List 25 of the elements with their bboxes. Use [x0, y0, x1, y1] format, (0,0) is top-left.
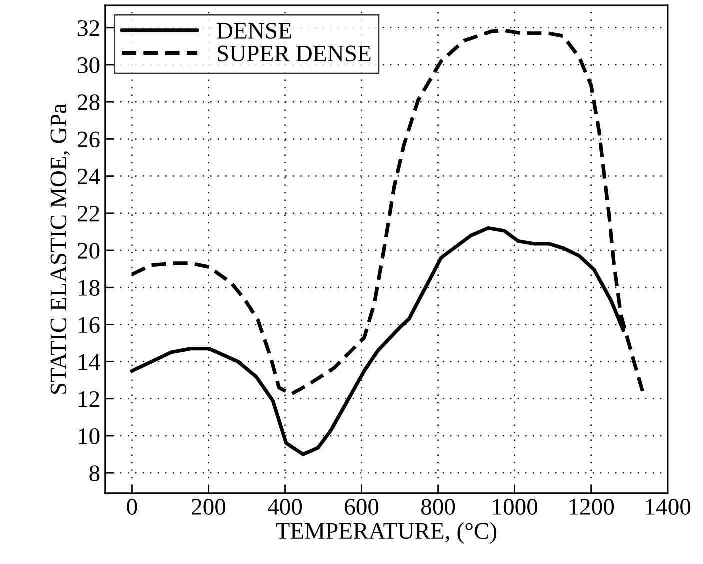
y-tick-label: 12 [79, 391, 100, 408]
y-tick-label: 14 [79, 354, 100, 370]
y-tick-label: 8 [90, 466, 100, 482]
x-tick-label: 600 [345, 499, 379, 515]
y-tick-label: 32 [78, 20, 100, 36]
y-tick-label: 30 [78, 57, 100, 74]
x-tick-label: 200 [192, 499, 226, 515]
legend-label: DENSE [217, 23, 292, 39]
y-axis-title: STATIC ELASTIC MOE, GPa [50, 104, 70, 394]
x-axis-title: TEMPERATURE, (°C) [276, 522, 497, 544]
y-tick-label: 10 [79, 428, 100, 444]
legend-label: SUPER DENSE [218, 46, 371, 62]
y-tick-label: 28 [78, 94, 100, 111]
x-tick-label: 0 [127, 499, 138, 515]
y-tick-label: 16 [79, 317, 100, 334]
x-tick-label: 1400 [646, 499, 691, 515]
y-tick-label: 18 [79, 280, 100, 296]
x-tick-label: 400 [268, 499, 302, 515]
y-tick-label: 20 [78, 242, 100, 259]
x-tick-label: 1000 [493, 499, 538, 515]
y-tick-label: 24 [78, 168, 100, 184]
y-tick-label: 26 [78, 132, 100, 148]
x-tick-label: 1200 [570, 499, 614, 515]
y-tick-label: 22 [78, 206, 100, 222]
x-tick-label: 800 [421, 499, 456, 515]
